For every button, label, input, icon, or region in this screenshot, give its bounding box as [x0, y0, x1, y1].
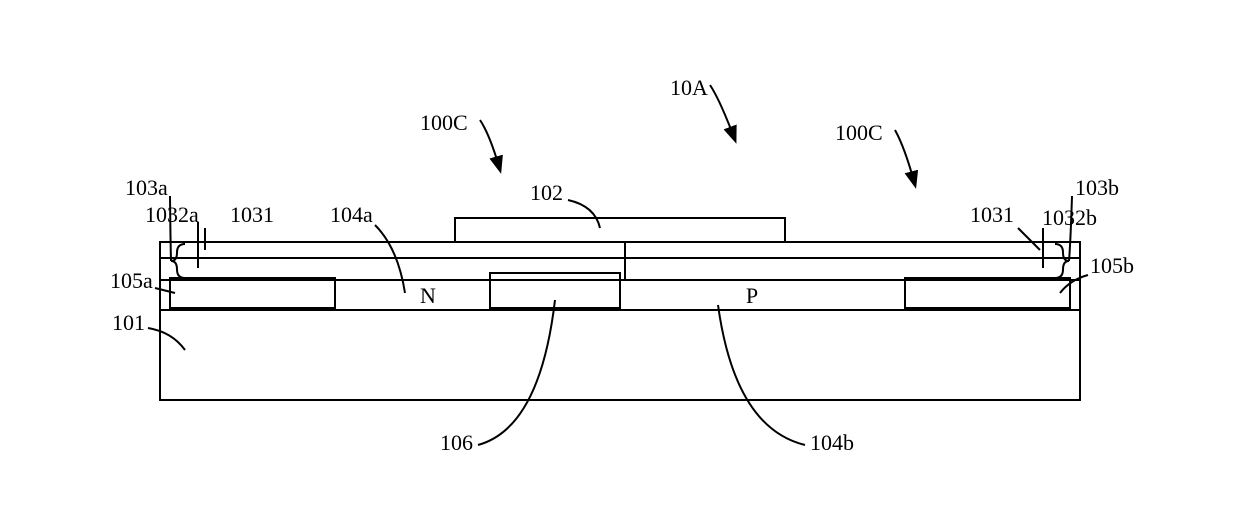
label-101-leader	[148, 328, 185, 350]
label-102-text: 102	[530, 180, 563, 205]
label-1032a-text: 1032a	[145, 202, 199, 227]
label-100C2-arrow	[895, 130, 915, 185]
doped-N-label: N	[420, 283, 436, 308]
layer-1031	[160, 242, 1080, 258]
label-1031R-leader	[1018, 228, 1040, 250]
label-1031R-text: 1031	[970, 202, 1014, 227]
label-103b-brace	[1055, 244, 1069, 278]
label-1031L-text: 1031	[230, 202, 274, 227]
label-104b-leader	[718, 305, 805, 445]
label-105a-leader	[155, 288, 175, 293]
doped-P-label: P	[746, 283, 758, 308]
annotation-layer: 10A 100C 100C 103a 1031 1032a 104a 102 105a 101 10…	[110, 75, 1134, 455]
label-100C1-text: 100C	[420, 110, 468, 135]
label-100C2-text: 100C	[835, 120, 883, 145]
label-102-leader	[568, 200, 600, 228]
label-103a-brace	[171, 244, 185, 278]
label-100C1-arrow	[480, 120, 500, 170]
label-104b-text: 104b	[810, 430, 854, 455]
device-structure: NP	[160, 218, 1080, 400]
label-104a-text: 104a	[330, 202, 373, 227]
label-101-text: 101	[112, 310, 145, 335]
electrode-105b	[905, 278, 1070, 308]
electrode-105a	[170, 278, 335, 308]
label-105b-text: 105b	[1090, 253, 1134, 278]
label-103a-text: 103a	[125, 175, 168, 200]
label-10A-text: 10A	[670, 75, 708, 100]
label-106-text: 106	[440, 430, 473, 455]
substrate-101	[160, 310, 1080, 400]
label-106-leader	[478, 300, 555, 445]
label-105a-text: 105a	[110, 268, 153, 293]
label-10A-arrow	[710, 85, 735, 140]
label-103b-text: 103b	[1075, 175, 1119, 200]
gate-102	[455, 218, 785, 242]
cross-section-diagram: NP 10A100C100C103a10311032a104a102105a10…	[0, 0, 1240, 532]
label-1032b-text: 1032b	[1042, 205, 1097, 230]
